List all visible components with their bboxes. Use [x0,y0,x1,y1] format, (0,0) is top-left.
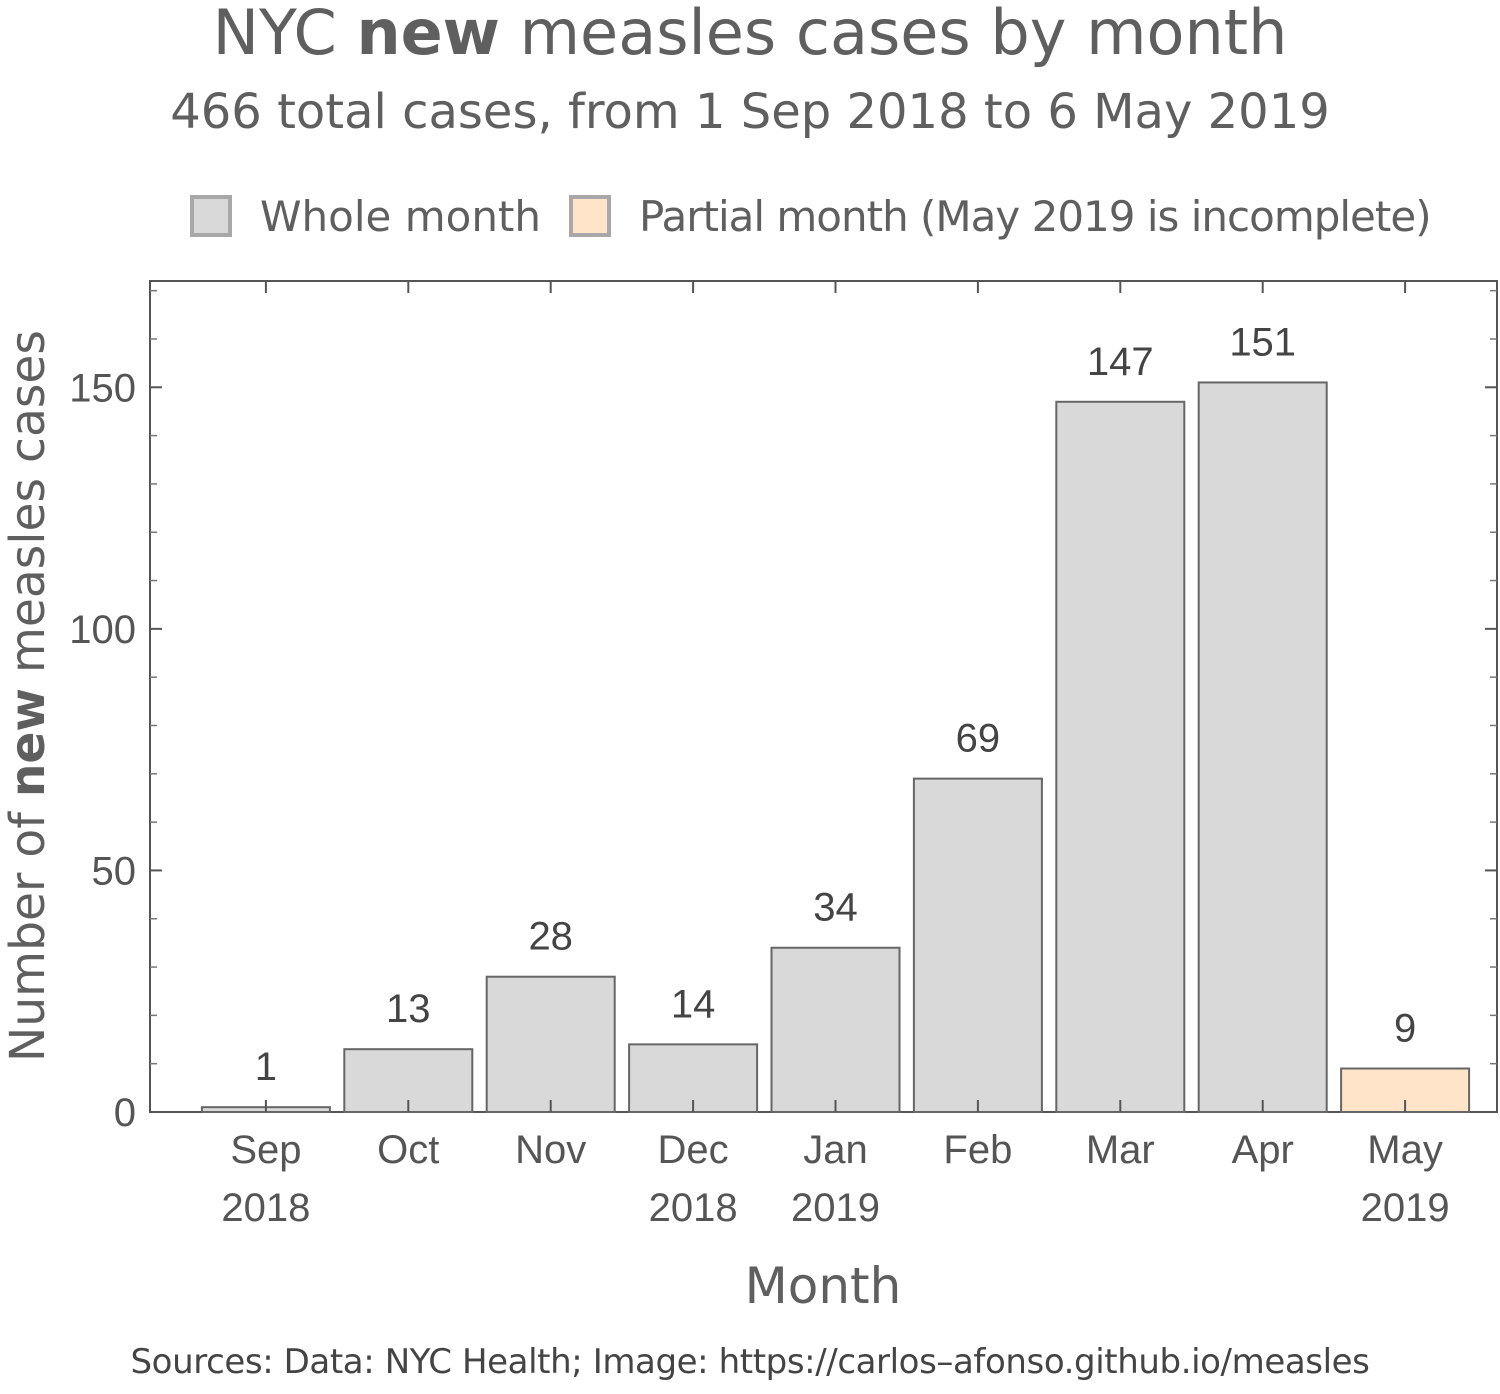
y-tick-label: 150 [69,366,136,410]
legend-label-partial: Partial month (May 2019 is incomplete) [639,191,1432,241]
y-tick-label: 0 [114,1091,136,1135]
bar [485,975,616,1114]
bar-value-label: 14 [671,982,716,1026]
x-tick-label-year: 2019 [791,1186,880,1230]
y-axis-title-prefix: Number of [0,797,56,1062]
title-prefix: NYC [212,0,337,69]
x-tick-label: Mar [1086,1128,1155,1172]
legend-swatch-partial [569,195,612,237]
x-tick-label: Jan [803,1128,868,1172]
bar-value-label: 1 [255,1045,277,1089]
bar-value-label: 13 [386,987,431,1031]
bar [912,777,1043,1113]
x-tick-label-year: 2019 [1361,1186,1450,1230]
legend-label-whole: Whole month [260,191,542,241]
legend-item-whole-month: Whole month [190,192,541,241]
y-axis-title: Number of new measles cases [0,330,56,1062]
y-axis-title-bold: new [0,688,56,797]
title-bold: new [356,0,500,69]
y-axis-title-suffix: measles cases [0,330,56,688]
legend-swatch-whole [190,195,232,237]
bar [1055,400,1186,1113]
x-tick-label: Feb [943,1128,1012,1172]
bar-value-label: 28 [528,915,573,959]
sources-footer: Sources: Data: NYC Health; Image: https:… [130,1342,1370,1382]
x-tick-label: Dec [658,1128,729,1172]
chart-title: NYC new measles cases by month [0,0,1500,69]
x-tick-label: Apr [1232,1128,1294,1172]
bar-value-label: 69 [956,717,1001,761]
bar-value-label: 34 [813,886,858,930]
bar-value-label: 9 [1394,1007,1416,1051]
y-tick-label: 50 [92,849,137,893]
x-tick-label: Sep [230,1128,301,1172]
x-tick-label-year: 2018 [649,1186,738,1230]
y-tick-label: 100 [69,608,136,652]
x-tick-label-year: 2018 [221,1186,310,1230]
x-tick-label: Nov [515,1128,586,1172]
bar [770,946,901,1113]
bar-value-label: 151 [1229,320,1296,364]
chart-subtitle: 466 total cases, from 1 Sep 2018 to 6 Ma… [170,84,1330,140]
legend-item-partial-month: Partial month (May 2019 is incomplete) [569,191,1432,241]
title-suffix: measles cases by month [519,0,1288,69]
x-axis-title: Month [745,1257,902,1315]
x-tick-label: May [1367,1128,1443,1172]
bar [1197,381,1328,1113]
bar-value-label: 147 [1087,340,1154,384]
x-tick-label: Oct [377,1128,439,1172]
legend: Whole month Partial month (May 2019 is i… [190,188,1432,244]
